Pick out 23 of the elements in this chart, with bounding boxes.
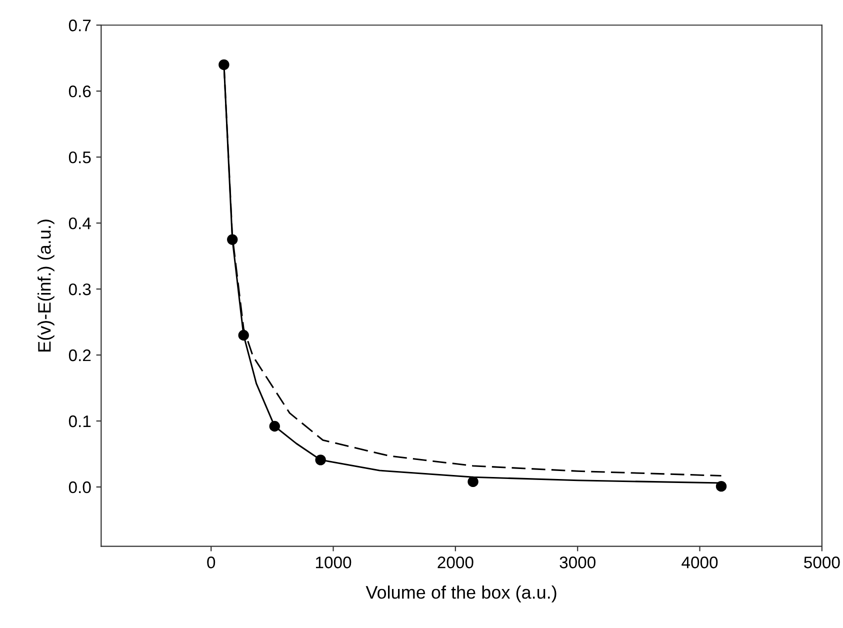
x-tick-label: 3000: [560, 556, 596, 568]
y-tick-label: 0.1: [68, 415, 91, 428]
x-tick-label: 4000: [682, 556, 718, 568]
x-axis-title: Volume of the box (a.u.): [366, 586, 556, 602]
point: [716, 480, 727, 492]
y-tick-label: 0.5: [68, 151, 91, 164]
x-tick-label: 5000: [804, 556, 840, 568]
y-tick-label: 0.4: [68, 217, 91, 230]
y-axis-title: E(v)-E(inf.) (a.u.): [38, 220, 54, 352]
point: [315, 454, 326, 466]
point: [238, 330, 249, 341]
y-tick-label: 0.2: [68, 349, 91, 362]
point: [218, 59, 230, 70]
y-tick-label: 0.0: [68, 481, 91, 494]
point: [468, 476, 478, 488]
x-tick-label: 0: [207, 556, 216, 568]
y-tick-label: 0.3: [68, 283, 91, 296]
y-tick-label: 0.6: [68, 86, 91, 98]
x-tick-label: 1000: [316, 556, 352, 568]
y-tick-label: 0.7: [68, 20, 91, 32]
x-tick-label: 2000: [438, 556, 474, 568]
point: [227, 234, 238, 245]
point: [269, 420, 280, 432]
